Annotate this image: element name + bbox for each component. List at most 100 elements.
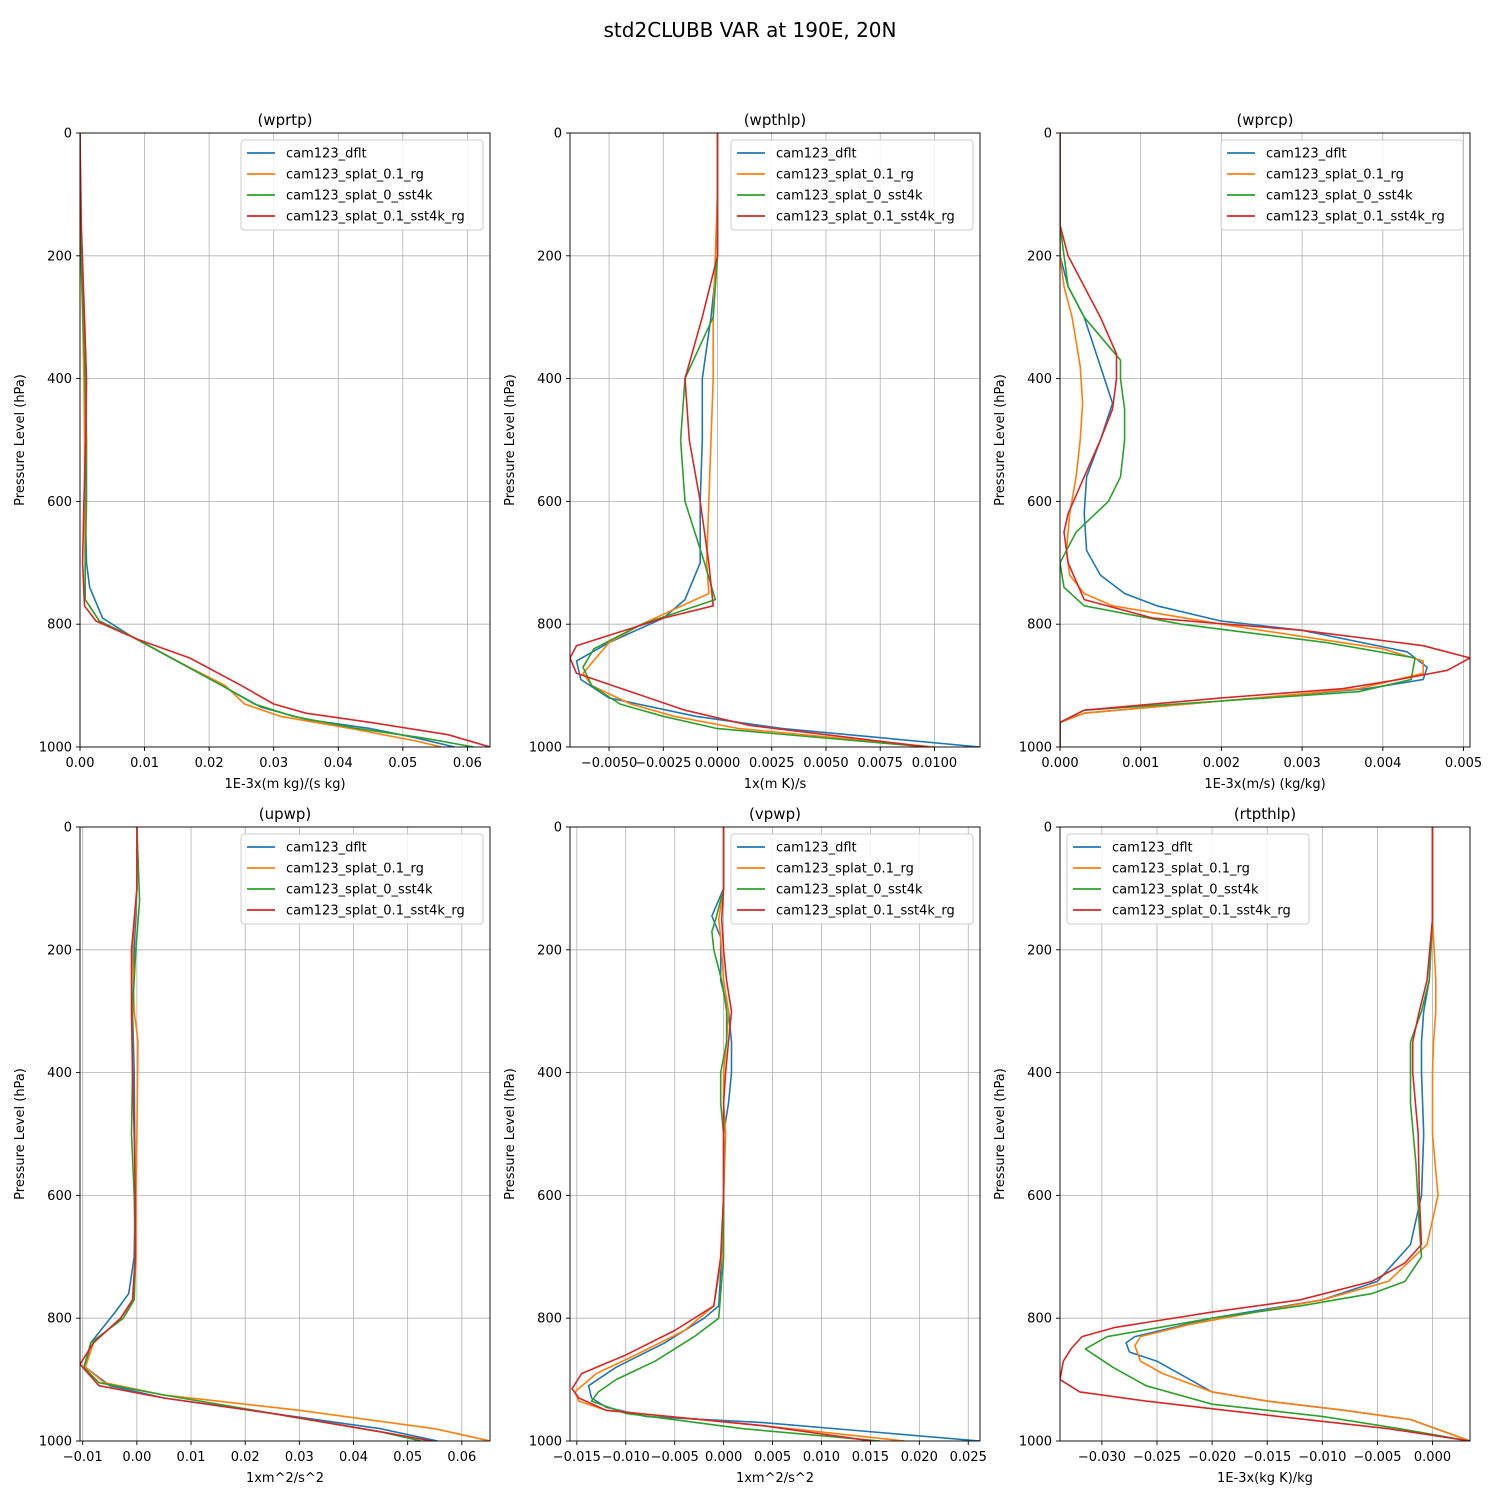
legend: cam123_dflt cam123_splat_0.1_rg cam123_spl… (1220, 139, 1464, 231)
series-line-cam123_splat_0.1_sst4k_rg (570, 133, 928, 747)
y-tick-label: 800 (537, 618, 562, 633)
x-axis-label: 1E-3x(m kg)/(s kg) (224, 777, 345, 792)
x-tick-label: −0.030 (1078, 1450, 1126, 1465)
legend-entry: cam123_splat_0_sst4k (1112, 883, 1259, 898)
y-axis-label: Pressure Level (hPa) (993, 374, 1008, 506)
legend-entry: cam123_dflt (1112, 841, 1193, 856)
x-tick-label: 0.015 (852, 1450, 889, 1465)
y-tick-label: 1000 (529, 741, 562, 756)
x-tick-label: 0.005 (1445, 756, 1482, 771)
legend-entry: cam123_dflt (776, 841, 857, 856)
panel-title: (vpwp) (749, 805, 801, 823)
y-tick-label: 1000 (39, 741, 72, 756)
legend-entry: cam123_dflt (286, 841, 367, 856)
legend: cam123_dflt cam123_splat_0.1_rg cam123_spl… (730, 833, 974, 925)
series-line-cam123_splat_0.1_sst4k_rg (1060, 827, 1470, 1441)
x-tick-label: −0.0050 (581, 756, 637, 771)
panel-upwp: −0.01 0.00 0.01 0.02 0.03 0.04 0.05 0.06 0 200 400… (13, 805, 491, 1486)
panel-wprtp: 0.00 0.01 0.02 0.03 0.04 0.05 0.06 0 200 400 600 80… (13, 111, 491, 792)
x-tick-label: 0.020 (901, 1450, 938, 1465)
legend-entry: cam123_splat_0.1_sst4k_rg (776, 210, 955, 225)
y-tick-label: 600 (1027, 1189, 1052, 1204)
y-tick-label: 1000 (1019, 1435, 1052, 1450)
panel-rtpthlp: −0.030 −0.025 −0.020 −0.015 −0.010 −0.005 0.00… (993, 805, 1471, 1486)
x-tick-label: −0.015 (553, 1450, 601, 1465)
y-tick-label: 600 (1027, 495, 1052, 510)
legend-entry: cam123_splat_0.1_rg (776, 862, 914, 877)
series-line-cam123_splat_0.1_sst4k_rg (1060, 133, 1470, 747)
x-tick-label: 0.005 (754, 1450, 791, 1465)
y-tick-label: 200 (47, 943, 72, 958)
series-lines (1060, 133, 1470, 747)
y-axis-label: Pressure Level (hPa) (503, 1068, 518, 1200)
x-tick-label: 0.000 (1041, 756, 1078, 771)
grid (80, 826, 490, 1442)
figure-title: std2CLUBB VAR at 190E, 20N (604, 18, 897, 42)
y-tick-label: 200 (47, 249, 72, 264)
x-tick-label: −0.015 (1243, 1450, 1291, 1465)
legend: cam123_dflt cam123_splat_0.1_rg cam123_spl… (240, 833, 484, 925)
axes-frame (569, 132, 981, 748)
legend: cam123_dflt cam123_splat_0.1_rg cam123_spl… (240, 139, 484, 231)
x-tick-label: 0.025 (950, 1450, 987, 1465)
panel-title: (wpthlp) (744, 111, 807, 129)
y-tick-label: 400 (1027, 1066, 1052, 1081)
legend-entry: cam123_splat_0.1_sst4k_rg (1112, 904, 1291, 919)
y-tick-label: 600 (537, 1189, 562, 1204)
x-tick-label: 0.03 (259, 756, 288, 771)
y-tick-label: 800 (47, 1312, 72, 1327)
axes-frame (79, 826, 491, 1442)
y-tick-label: 800 (47, 618, 72, 633)
legend-box (730, 139, 974, 231)
panel-title: (upwp) (259, 805, 312, 823)
series-lines (571, 827, 980, 1441)
series-line-cam123_splat_0.1_sst4k_rg (80, 133, 490, 747)
axes-frame (79, 132, 491, 748)
panels: 0.00 0.01 0.02 0.03 0.04 0.05 0.06 0 200 400 600 80… (13, 111, 1482, 1486)
y-tick-label: 800 (537, 1312, 562, 1327)
panel-vpwp: −0.015 −0.010 −0.005 0.000 0.005 0.010 0.015 0.… (503, 805, 987, 1486)
x-tick-label: 0.0100 (912, 756, 958, 771)
x-tick-label: 0.01 (177, 1450, 206, 1465)
y-tick-label: 0 (1044, 821, 1052, 836)
y-tick-label: 600 (47, 1189, 72, 1204)
x-tick-label: 0.00 (122, 1450, 151, 1465)
x-axis-label: 1E-3x(kg K)/kg (1217, 1471, 1313, 1486)
x-tick-label: 0.000 (1414, 1450, 1451, 1465)
y-tick-label: 600 (47, 495, 72, 510)
y-tick-label: 200 (537, 943, 562, 958)
grid (570, 826, 980, 1442)
x-tick-label: 0.02 (231, 1450, 260, 1465)
x-axis-label: 1E-3x(m/s) (kg/kg) (1204, 777, 1325, 792)
x-tick-label: 0.010 (803, 1450, 840, 1465)
series-lines (80, 827, 490, 1441)
y-tick-label: 800 (1027, 618, 1052, 633)
legend-box (240, 139, 484, 231)
legend: cam123_dflt cam123_splat_0.1_rg cam123_spl… (1066, 833, 1310, 925)
axes-frame (569, 826, 981, 1442)
y-tick-label: 0 (1044, 127, 1052, 142)
y-tick-label: 400 (537, 372, 562, 387)
legend-entry: cam123_splat_0_sst4k (286, 883, 433, 898)
x-tick-label: 0.0050 (803, 756, 849, 771)
y-tick-label: 400 (1027, 372, 1052, 387)
x-tick-label: −0.005 (1353, 1450, 1401, 1465)
series-line-cam123_splat_0.1_sst4k_rg (571, 827, 873, 1441)
x-tick-label: −0.010 (602, 1450, 650, 1465)
y-tick-label: 200 (1027, 249, 1052, 264)
legend: cam123_dflt cam123_splat_0.1_rg cam123_spl… (730, 139, 974, 231)
legend-entry: cam123_splat_0_sst4k (1266, 189, 1413, 204)
x-tick-label: 0.004 (1364, 756, 1401, 771)
legend-entry: cam123_splat_0.1_sst4k_rg (286, 904, 465, 919)
x-tick-label: 0.06 (453, 756, 482, 771)
x-tick-label: −0.025 (1133, 1450, 1181, 1465)
series-line-cam123_splat_0.1_rg (1134, 827, 1470, 1441)
axes-frame (1059, 132, 1471, 748)
x-tick-label: 0.06 (447, 1450, 476, 1465)
panel-title: (wprtp) (257, 111, 312, 129)
x-axis-label: 1xm^2/s^2 (246, 1471, 324, 1486)
x-axis-label: 1xm^2/s^2 (736, 1471, 814, 1486)
x-tick-label: 0.0000 (695, 756, 741, 771)
legend-entry: cam123_splat_0.1_rg (1266, 168, 1404, 183)
legend-entry: cam123_dflt (776, 147, 857, 162)
